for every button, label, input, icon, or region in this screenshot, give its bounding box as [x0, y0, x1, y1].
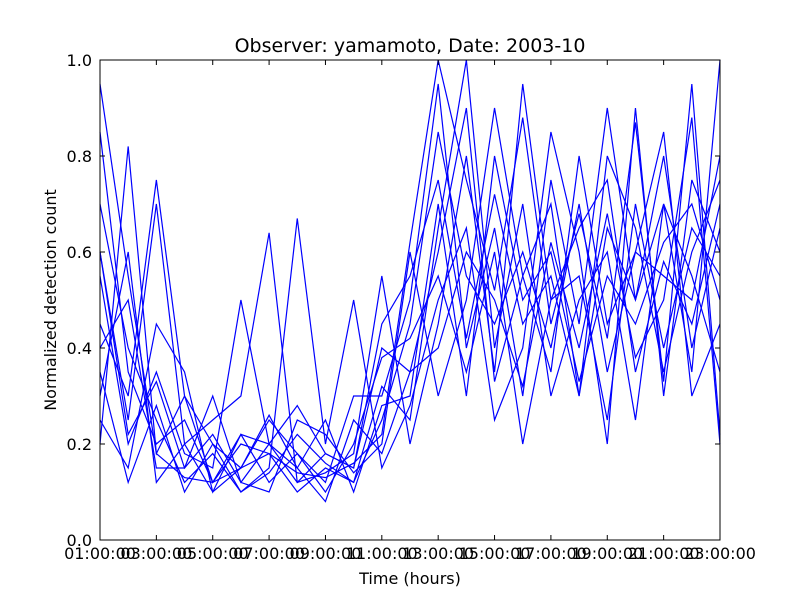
series-line-9 [99, 107, 721, 493]
y-tick-label: 0.0 [67, 531, 92, 550]
chart-title: Observer: yamamoto, Date: 2003-10 [235, 35, 586, 57]
x-tick-label: 07:00:00 [233, 544, 305, 563]
x-tick-label: 01:00:00 [64, 544, 136, 563]
series-line-1 [99, 59, 721, 484]
series-line-6 [99, 83, 721, 484]
x-axis-label: Time (hours) [358, 569, 461, 588]
series-line-12 [99, 155, 721, 484]
x-tick-label: 17:00:00 [515, 544, 587, 563]
series-line-11 [99, 117, 721, 503]
x-tick-label: 11:00:00 [346, 544, 418, 563]
y-tick-label: 0.6 [67, 243, 92, 262]
y-axis-label: Normalized detection count [41, 189, 60, 411]
x-tick-label: 15:00:00 [459, 544, 531, 563]
x-tick-label: 09:00:00 [290, 544, 362, 563]
series-line-8 [99, 178, 721, 494]
x-tick-label: 21:00:00 [628, 544, 700, 563]
series-line-7 [99, 107, 721, 493]
x-tick-label: 03:00:00 [120, 544, 192, 563]
plot-frame [99, 59, 721, 541]
y-tick-label: 0.4 [67, 339, 92, 358]
y-tick-label: 1.0 [67, 51, 92, 70]
y-tick-label: 0.8 [67, 147, 92, 166]
series-line-10 [99, 59, 721, 493]
x-tick-label: 23:00:00 [684, 544, 756, 563]
x-tick-label: 19:00:00 [571, 544, 643, 563]
series-layer [99, 59, 721, 503]
x-tick-label: 05:00:00 [177, 544, 249, 563]
y-tick-label: 0.2 [67, 435, 92, 454]
series-line-2 [99, 59, 721, 493]
tick-layer: 0.0 0.2 0.4 0.6 0.8 1.0 01:00:0003:00:0005:00:… [64, 51, 756, 563]
x-tick-label: 13:00:00 [402, 544, 474, 563]
